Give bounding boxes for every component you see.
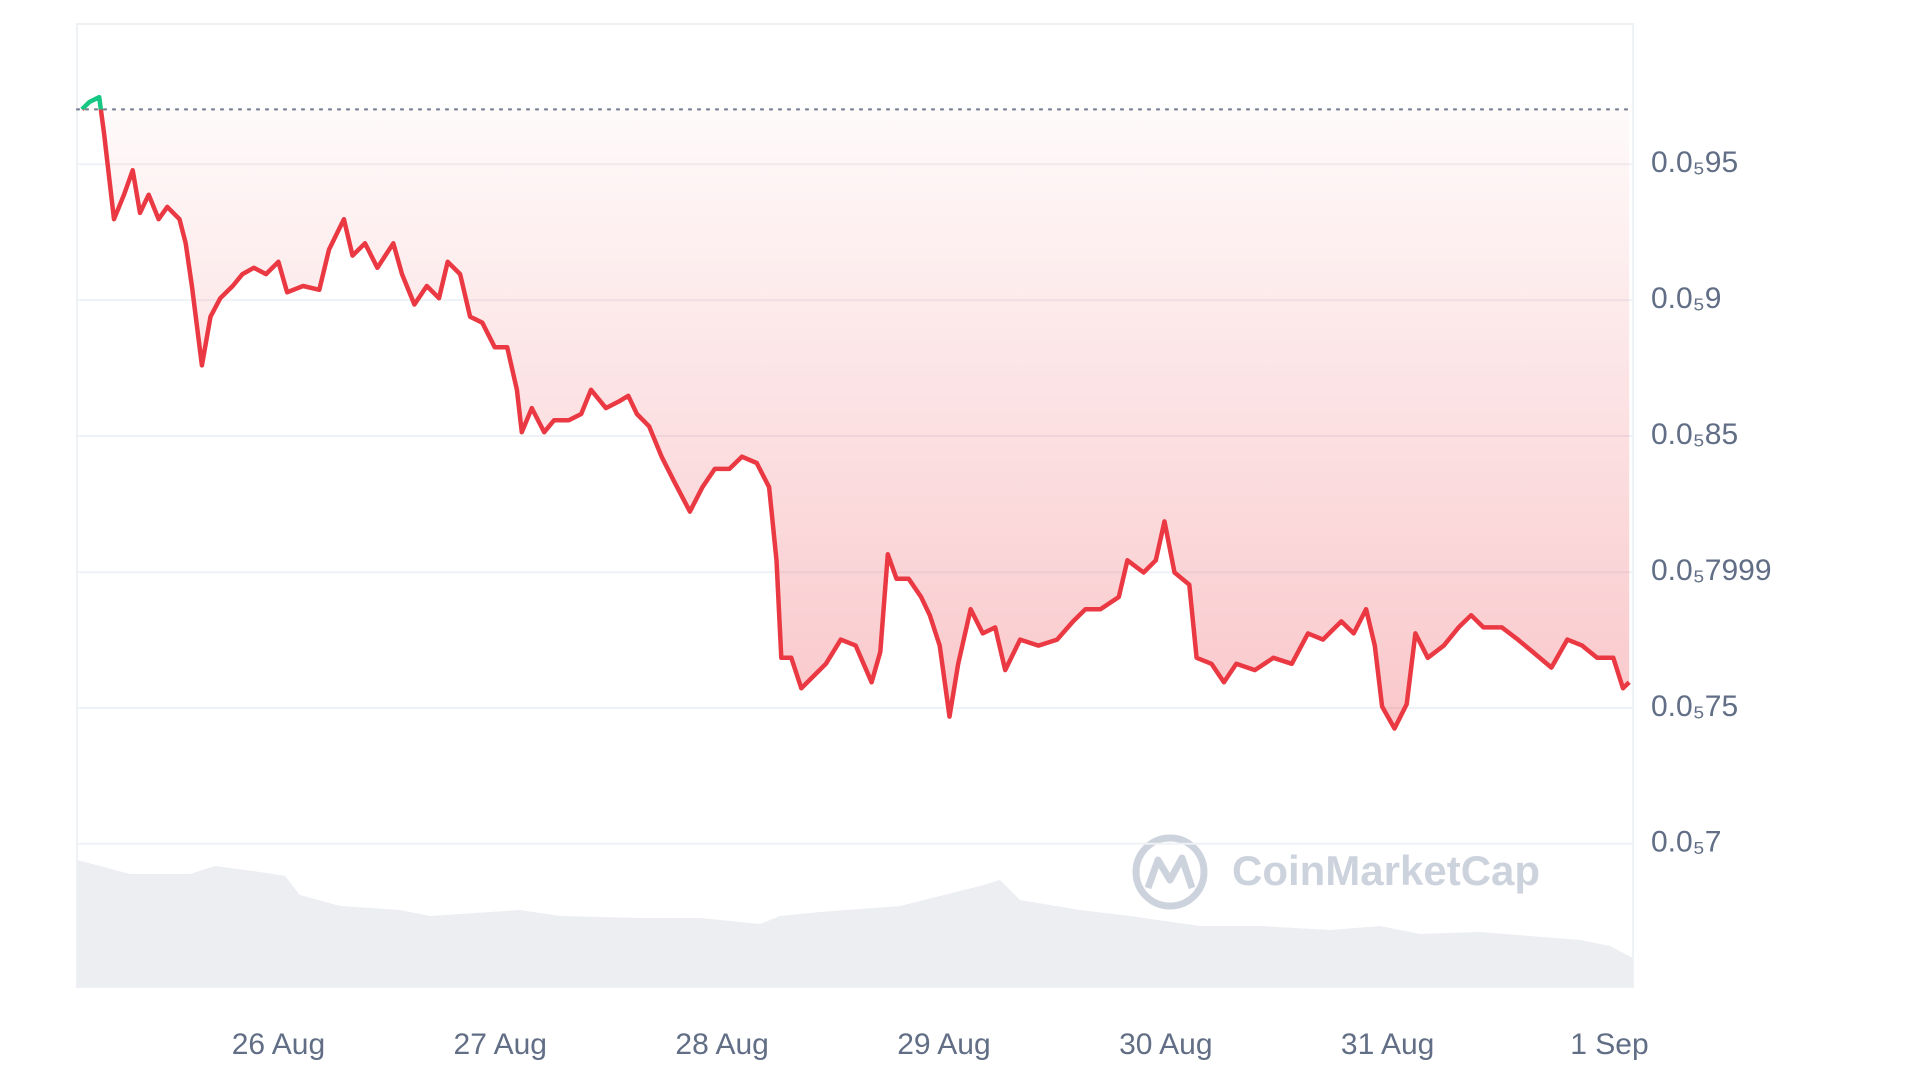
y-tick-label: 0.0₅85 — [1651, 418, 1738, 451]
x-tick-label: 29 Aug — [897, 1028, 990, 1061]
volume-area — [77, 860, 1633, 987]
x-tick-label: 30 Aug — [1119, 1028, 1212, 1061]
y-tick-label: 0.0₅7999 — [1651, 554, 1772, 587]
x-tick-label: 26 Aug — [232, 1028, 325, 1061]
y-tick-label: 0.0₅75 — [1651, 690, 1738, 723]
x-tick-label: 31 Aug — [1341, 1028, 1434, 1061]
y-tick-label: 0.0₅9 — [1651, 282, 1721, 315]
x-tick-label: 28 Aug — [675, 1028, 768, 1061]
price-line — [80, 94, 1631, 731]
area-fill — [81, 97, 1630, 729]
y-tick-label: 0.0₅95 — [1651, 146, 1738, 179]
watermark: CoinMarketCap — [1232, 847, 1540, 894]
watermark-logo — [1132, 834, 1208, 910]
x-tick-label: 1 Sep — [1570, 1028, 1648, 1061]
x-tick-label: 27 Aug — [454, 1028, 547, 1061]
y-tick-label: 0.0₅7 — [1651, 826, 1721, 859]
